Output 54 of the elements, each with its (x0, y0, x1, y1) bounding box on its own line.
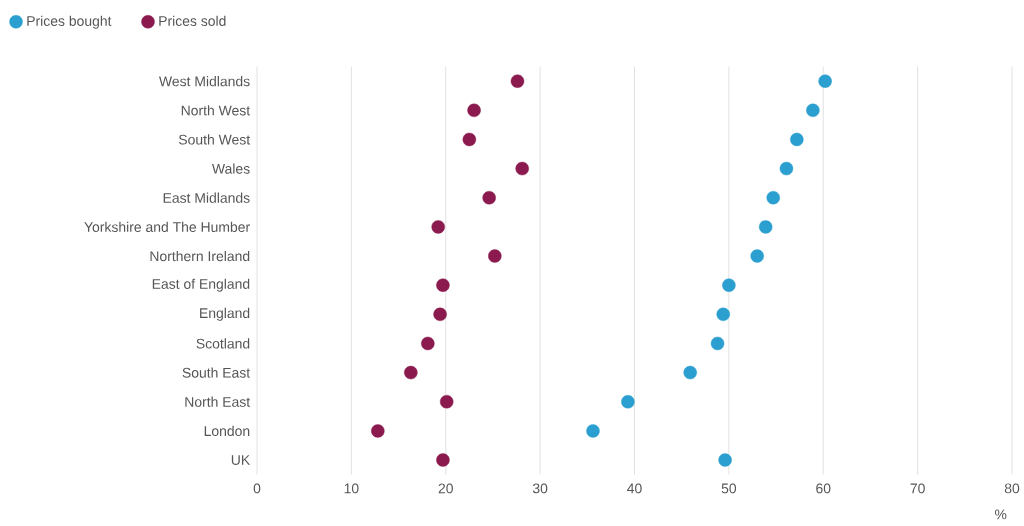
x-tick-label: 40 (627, 483, 642, 494)
y-tick-label: Yorkshire and The Humber (84, 221, 250, 233)
x-tick-label: 50 (721, 483, 737, 494)
point (716, 307, 730, 322)
point (758, 220, 773, 234)
legend-label: Prices sold (159, 15, 226, 26)
point (436, 453, 450, 467)
y-tick-label: West Midlands (159, 76, 250, 87)
legend-label: Prices bought (27, 15, 112, 29)
point (467, 103, 481, 118)
point (710, 336, 725, 351)
x-tick-label: 60 (816, 483, 831, 494)
y-tick-label: Wales (211, 163, 250, 174)
point (621, 395, 635, 409)
y-tick-label: South West (178, 134, 251, 145)
y-tick-label: Scotland (196, 338, 250, 349)
y-tick-label: London (204, 425, 250, 437)
point (488, 249, 502, 263)
point (436, 278, 450, 292)
point (779, 161, 794, 176)
point (433, 307, 447, 322)
point (431, 220, 445, 234)
y-tick-label: South East (182, 367, 251, 378)
point (818, 74, 832, 88)
point (683, 365, 697, 380)
point (371, 424, 385, 438)
point (766, 191, 780, 205)
point (462, 132, 477, 147)
point (515, 161, 529, 176)
x-tick-label: 70 (910, 483, 925, 494)
point (718, 453, 732, 467)
point (404, 365, 418, 380)
x-tick-label: 10 (344, 483, 359, 494)
x-axis-title: % (994, 509, 1007, 520)
point (510, 74, 525, 88)
x-tick-label: 80 (1004, 483, 1020, 494)
point (440, 395, 454, 409)
y-tick-label: East of England (152, 278, 250, 292)
point (586, 424, 600, 438)
x-tick-label: 20 (438, 483, 453, 494)
x-tick-label: 30 (532, 483, 548, 494)
point (482, 191, 496, 205)
point (790, 132, 804, 147)
y-tick-label: England (200, 307, 250, 321)
y-tick-label: UK (231, 455, 250, 465)
y-tick-label: North East (185, 396, 251, 407)
point (722, 278, 736, 292)
x-tick-label: 0 (253, 483, 261, 494)
y-tick-label: Northern Ireland (150, 250, 250, 262)
y-tick-label: East Midlands (163, 192, 250, 203)
point (806, 103, 820, 118)
point (750, 249, 764, 263)
point (421, 336, 435, 351)
y-tick-label: North West (181, 105, 251, 116)
